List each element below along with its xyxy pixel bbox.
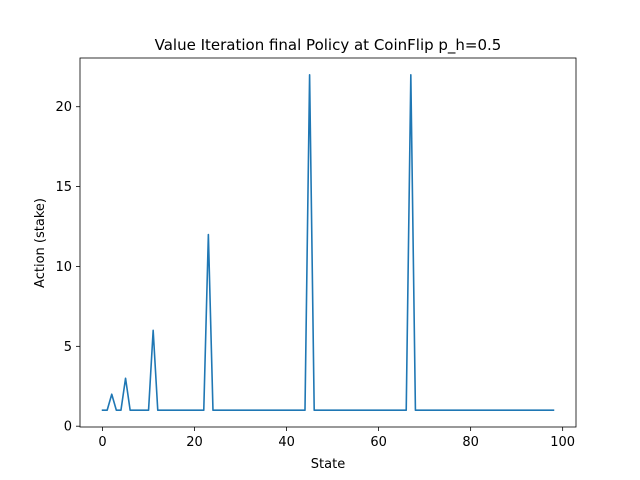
x-axis-label: State bbox=[311, 457, 345, 472]
series-line-0 bbox=[101, 73, 555, 412]
x-tick-label: 0 bbox=[98, 435, 106, 450]
y-tick-label: 5 bbox=[64, 340, 72, 355]
x-tick-label: 20 bbox=[186, 435, 203, 450]
x-tick-label: 60 bbox=[370, 435, 387, 450]
plot-frame bbox=[79, 57, 577, 428]
chart-title: Value Iteration final Policy at CoinFlip… bbox=[155, 36, 502, 55]
y-tick-label: 10 bbox=[55, 260, 72, 275]
y-tick-label: 15 bbox=[55, 180, 72, 195]
y-axis-label: Action (stake) bbox=[33, 198, 48, 288]
y-axis-ticks: 0 5 10 15 20 bbox=[55, 100, 80, 435]
series-layer bbox=[101, 73, 555, 412]
plot-border bbox=[79, 57, 577, 428]
x-tick-label: 80 bbox=[462, 435, 479, 450]
x-tick-label: 100 bbox=[550, 435, 575, 450]
x-axis-ticks: 0 20 40 60 80 100 bbox=[98, 427, 575, 450]
x-tick-label: 40 bbox=[278, 435, 295, 450]
y-tick-label: 0 bbox=[64, 420, 72, 435]
y-tick-label: 20 bbox=[55, 100, 72, 115]
